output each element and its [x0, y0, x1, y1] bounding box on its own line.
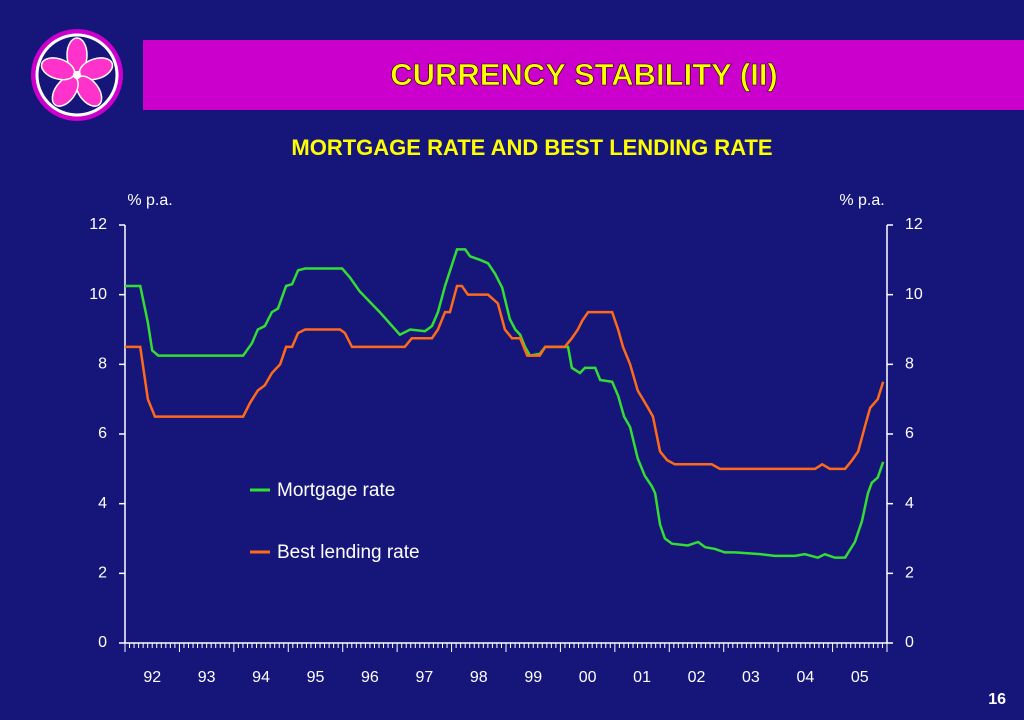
y2-tick-label: 10: [905, 286, 923, 303]
y2-tick-label: 8: [905, 356, 914, 373]
x-tick-label: 02: [688, 669, 706, 686]
y2-tick-label: 4: [905, 495, 914, 512]
y2-tick-label: 0: [905, 634, 914, 651]
y2-tick-label: 2: [905, 565, 914, 582]
title-band: [143, 40, 1024, 110]
x-tick-label: 95: [307, 669, 325, 686]
y2-tick-label: 12: [905, 216, 923, 233]
slide-title: CURRENCY STABILITY (II): [390, 57, 778, 92]
x-tick-label: 98: [470, 669, 488, 686]
legend-label: Best lending rate: [277, 542, 420, 563]
y-tick-label: 2: [98, 565, 107, 582]
y-tick-label: 0: [98, 634, 107, 651]
y-tick-label: 4: [98, 495, 107, 512]
y-tick-label: 12: [89, 216, 107, 233]
chart-title: MORTGAGE RATE AND BEST LENDING RATE: [291, 135, 772, 160]
x-tick-label: 92: [143, 669, 161, 686]
data-line: [125, 248, 885, 559]
y-axis-label: % p.a.: [127, 192, 172, 209]
x-tick-label: 94: [252, 669, 270, 686]
logo: [31, 29, 123, 121]
y-tick-label: 8: [98, 356, 107, 373]
x-tick-label: 04: [796, 669, 814, 686]
x-tick-label: 05: [851, 669, 869, 686]
y2-axis-label: % p.a.: [839, 192, 884, 209]
x-tick-label: 03: [742, 669, 760, 686]
y-tick-label: 6: [98, 425, 107, 442]
x-tick-label: 00: [579, 669, 597, 686]
x-tick-label: 97: [415, 669, 433, 686]
x-tick-label: 99: [524, 669, 542, 686]
data-line: [125, 284, 885, 471]
legend-label: Mortgage rate: [277, 480, 395, 501]
y-tick-label: 10: [89, 286, 107, 303]
y2-tick-label: 6: [905, 425, 914, 442]
x-tick-label: 96: [361, 669, 379, 686]
x-tick-label: 93: [198, 669, 216, 686]
page-number: 16: [988, 691, 1006, 708]
x-tick-label: 01: [633, 669, 651, 686]
